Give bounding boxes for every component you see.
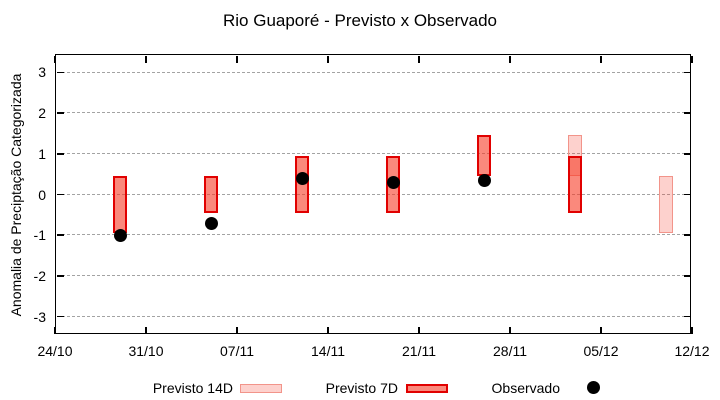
xtick-bottom-1 bbox=[145, 326, 147, 334]
forecast-bar-7d-29/10 bbox=[113, 176, 127, 234]
xtick-bottom-2 bbox=[236, 326, 238, 334]
ytick-left-1 bbox=[56, 153, 64, 155]
forecast-bar-14d-10/12 bbox=[659, 176, 673, 234]
ytick-right-0 bbox=[683, 193, 691, 196]
observed-dot-29/10 bbox=[113, 228, 127, 242]
xtick-bottom-6 bbox=[600, 326, 602, 334]
ytick-left--2 bbox=[56, 275, 64, 277]
ytick-label-2: 2 bbox=[38, 105, 46, 122]
ytick-left-0 bbox=[56, 193, 64, 196]
legend-swatch-observado-dot-icon bbox=[587, 381, 600, 394]
xtick-top-6 bbox=[600, 55, 602, 63]
legend-label-previsto-7d: Previsto 7D bbox=[325, 380, 398, 396]
xtick-label-1: 31/10 bbox=[128, 343, 164, 359]
gridline-y-2 bbox=[57, 275, 690, 277]
ytick-label-3: 3 bbox=[38, 64, 46, 81]
forecast-bar-7d-05/11 bbox=[204, 176, 218, 213]
xtick-bottom-4 bbox=[418, 326, 420, 334]
ytick-label-1: 1 bbox=[38, 145, 46, 162]
legend-swatch-previsto-14d-icon bbox=[240, 384, 282, 393]
forecast-bar-7d-26/11 bbox=[477, 135, 491, 177]
xtick-label-0: 24/10 bbox=[37, 343, 73, 359]
chart-title: Rio Guaporé - Previsto x Observado bbox=[222, 11, 497, 30]
xtick-top-4 bbox=[418, 55, 420, 63]
xtick-label-5: 28/11 bbox=[493, 343, 527, 359]
observed-dot-05/11 bbox=[204, 216, 218, 230]
legend-label-previsto-14d: Previsto 14D bbox=[152, 380, 233, 396]
ytick-label-0: 0 bbox=[38, 186, 46, 203]
xtick-top-1 bbox=[145, 55, 147, 63]
xtick-top-5 bbox=[509, 55, 511, 63]
xtick-label-6: 05/12 bbox=[583, 343, 619, 359]
forecast-bar-7d-03/12 bbox=[568, 155, 582, 213]
xtick-bottom-5 bbox=[509, 326, 511, 334]
xtick-bottom-7 bbox=[691, 326, 693, 334]
observed-dot-19/11 bbox=[386, 175, 400, 189]
ytick-left-2 bbox=[56, 112, 64, 114]
ytick-right--3 bbox=[683, 315, 691, 318]
gridline-y0 bbox=[57, 193, 690, 195]
xtick-label-7: 12/12 bbox=[674, 343, 710, 359]
legend-label-observado: Observado bbox=[491, 380, 560, 396]
xtick-bottom-3 bbox=[327, 326, 329, 334]
xtick-top-7 bbox=[691, 55, 693, 63]
observed-dot-26/11 bbox=[477, 173, 491, 187]
plot-border bbox=[55, 54, 691, 334]
xtick-label-2: 07/11 bbox=[220, 343, 254, 359]
ytick-label--1: -1 bbox=[33, 227, 46, 244]
ytick-right--2 bbox=[683, 275, 691, 277]
gridline-y-3 bbox=[57, 315, 690, 317]
ytick-right-2 bbox=[683, 112, 691, 114]
xtick-top-3 bbox=[327, 55, 329, 63]
legend-swatch-previsto-7d-icon bbox=[406, 384, 448, 393]
xtick-label-4: 21/11 bbox=[402, 343, 436, 359]
gridline-y1 bbox=[57, 153, 690, 155]
ytick-right-3 bbox=[683, 71, 691, 74]
xtick-top-2 bbox=[236, 55, 238, 63]
gridline-y2 bbox=[57, 112, 690, 114]
gridline-y-1 bbox=[57, 234, 690, 236]
xtick-label-3: 14/11 bbox=[311, 343, 345, 359]
ytick-right--1 bbox=[683, 234, 691, 236]
ytick-right-1 bbox=[683, 153, 691, 155]
gridline-y3 bbox=[57, 71, 690, 73]
observed-dot-12/11 bbox=[295, 171, 309, 185]
ytick-label--3: -3 bbox=[33, 308, 46, 325]
ytick-left--1 bbox=[56, 234, 64, 236]
ytick-left-3 bbox=[56, 71, 64, 74]
ytick-label--2: -2 bbox=[33, 267, 46, 284]
ytick-left--3 bbox=[56, 315, 64, 318]
